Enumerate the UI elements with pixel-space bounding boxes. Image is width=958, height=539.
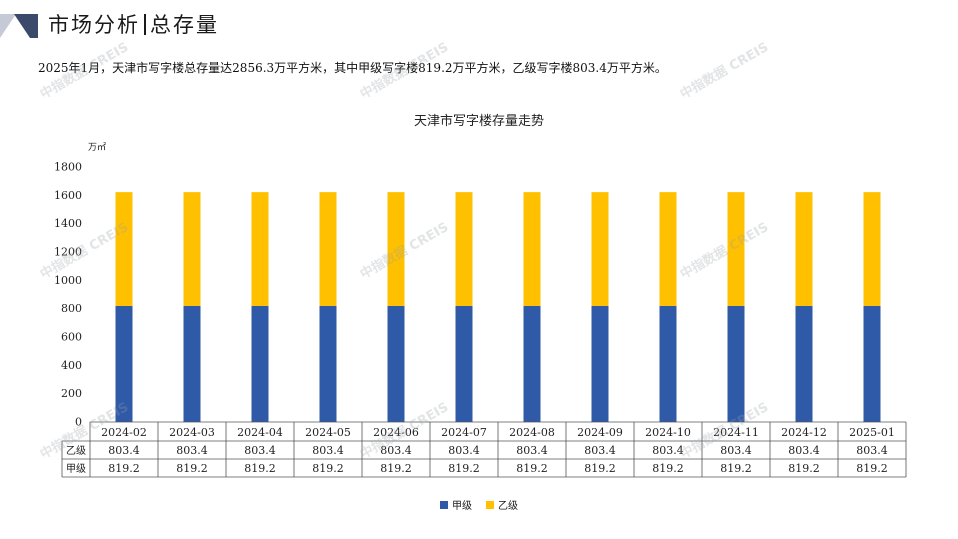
legend-item-yi: 乙级 bbox=[486, 497, 518, 512]
x-category-label: 2024-09 bbox=[577, 426, 623, 439]
bar-yi bbox=[319, 192, 337, 306]
bar-jia bbox=[659, 305, 677, 422]
summary-text: 2025年1月，天津市写字楼总存量达2856.3万平方米，其中甲级写字楼819.… bbox=[38, 61, 667, 75]
bar-jia bbox=[795, 305, 813, 422]
table-data-label: 819.2 bbox=[652, 462, 684, 475]
legend-item-jia: 甲级 bbox=[440, 497, 472, 512]
table-data-label: 803.4 bbox=[380, 444, 412, 457]
table-data-label: 819.2 bbox=[312, 462, 344, 475]
table-data-label: 819.2 bbox=[380, 462, 412, 475]
bar-yi bbox=[863, 192, 881, 306]
bar-jia bbox=[387, 305, 405, 422]
x-category-label: 2024-05 bbox=[305, 426, 351, 439]
legend-swatch-jia bbox=[440, 500, 448, 509]
x-category-label: 2024-03 bbox=[169, 426, 215, 439]
bar-jia bbox=[727, 305, 745, 422]
y-tick-label: 800 bbox=[61, 302, 82, 315]
bar-jia bbox=[591, 305, 609, 422]
title-separator bbox=[144, 14, 146, 35]
chart-legend: 甲级 乙级 bbox=[0, 497, 958, 512]
y-tick-label: 1800 bbox=[54, 161, 82, 174]
x-category-label: 2024-10 bbox=[645, 426, 691, 439]
x-category-label: 2024-02 bbox=[101, 426, 147, 439]
table-data-label: 819.2 bbox=[720, 462, 752, 475]
table-data-label: 803.4 bbox=[584, 444, 616, 457]
bar-yi bbox=[523, 192, 541, 306]
x-category-label: 2024-12 bbox=[781, 426, 827, 439]
y-tick-label: 600 bbox=[61, 331, 82, 344]
table-data-label: 803.4 bbox=[788, 444, 820, 457]
x-category-label: 2025-01 bbox=[849, 426, 895, 439]
table-data-label: 819.2 bbox=[448, 462, 480, 475]
x-category-label: 2024-04 bbox=[237, 426, 283, 439]
table-data-label: 803.4 bbox=[108, 444, 140, 457]
y-tick-label: 1600 bbox=[54, 189, 82, 202]
table-data-label: 819.2 bbox=[584, 462, 616, 475]
bar-yi bbox=[727, 192, 745, 306]
table-row-label: 甲级 bbox=[66, 463, 86, 475]
table-data-label: 803.4 bbox=[720, 444, 752, 457]
table-data-label: 819.2 bbox=[244, 462, 276, 475]
table-data-label: 803.4 bbox=[312, 444, 344, 457]
chart-title: 天津市写字楼存量走势 bbox=[413, 114, 544, 129]
bar-yi bbox=[659, 192, 677, 306]
legend-label-yi: 乙级 bbox=[498, 501, 518, 512]
bar-yi bbox=[591, 192, 609, 306]
bar-jia bbox=[863, 305, 881, 422]
y-tick-label: 400 bbox=[61, 359, 82, 372]
table-data-label: 803.4 bbox=[176, 444, 208, 457]
table-data-label: 803.4 bbox=[652, 444, 684, 457]
table-data-label: 819.2 bbox=[176, 462, 208, 475]
y-tick-label: 0 bbox=[75, 416, 82, 429]
bar-jia bbox=[251, 305, 269, 422]
table-data-label: 819.2 bbox=[108, 462, 140, 475]
bar-yi bbox=[115, 192, 133, 306]
y-tick-label: 1000 bbox=[54, 274, 82, 287]
x-category-label: 2024-11 bbox=[713, 426, 759, 439]
table-row-label: 乙级 bbox=[66, 445, 86, 457]
bar-yi bbox=[455, 192, 473, 306]
x-category-label: 2024-06 bbox=[373, 426, 419, 439]
table-data-label: 819.2 bbox=[856, 462, 888, 475]
bar-yi bbox=[251, 192, 269, 306]
page-title-topic: 总存量 bbox=[150, 13, 219, 37]
table-data-label: 819.2 bbox=[516, 462, 548, 475]
table-data-label: 803.4 bbox=[856, 444, 888, 457]
bar-yi bbox=[387, 192, 405, 306]
bar-yi bbox=[183, 192, 201, 306]
table-data-label: 819.2 bbox=[788, 462, 820, 475]
y-tick-label: 1200 bbox=[54, 246, 82, 259]
bar-jia bbox=[523, 305, 541, 422]
page-title-section: 市场分析 bbox=[48, 13, 140, 37]
legend-swatch-yi bbox=[486, 500, 494, 509]
bar-jia bbox=[455, 305, 473, 422]
bar-jia bbox=[319, 305, 337, 422]
x-category-label: 2024-08 bbox=[509, 426, 555, 439]
page-title: 市场分析 总存量 bbox=[48, 9, 219, 39]
table-data-label: 803.4 bbox=[244, 444, 276, 457]
bar-jia bbox=[183, 305, 201, 422]
bar-jia bbox=[115, 305, 133, 422]
y-tick-label: 1400 bbox=[54, 217, 82, 230]
table-data-label: 803.4 bbox=[448, 444, 480, 457]
y-tick-label: 200 bbox=[61, 387, 82, 400]
header-corner-decoration bbox=[0, 14, 38, 38]
bar-yi bbox=[795, 192, 813, 306]
legend-label-jia: 甲级 bbox=[452, 501, 472, 512]
table-data-label: 803.4 bbox=[516, 444, 548, 457]
x-category-label: 2024-07 bbox=[441, 426, 487, 439]
y-axis-unit: 万㎡ bbox=[88, 143, 107, 153]
